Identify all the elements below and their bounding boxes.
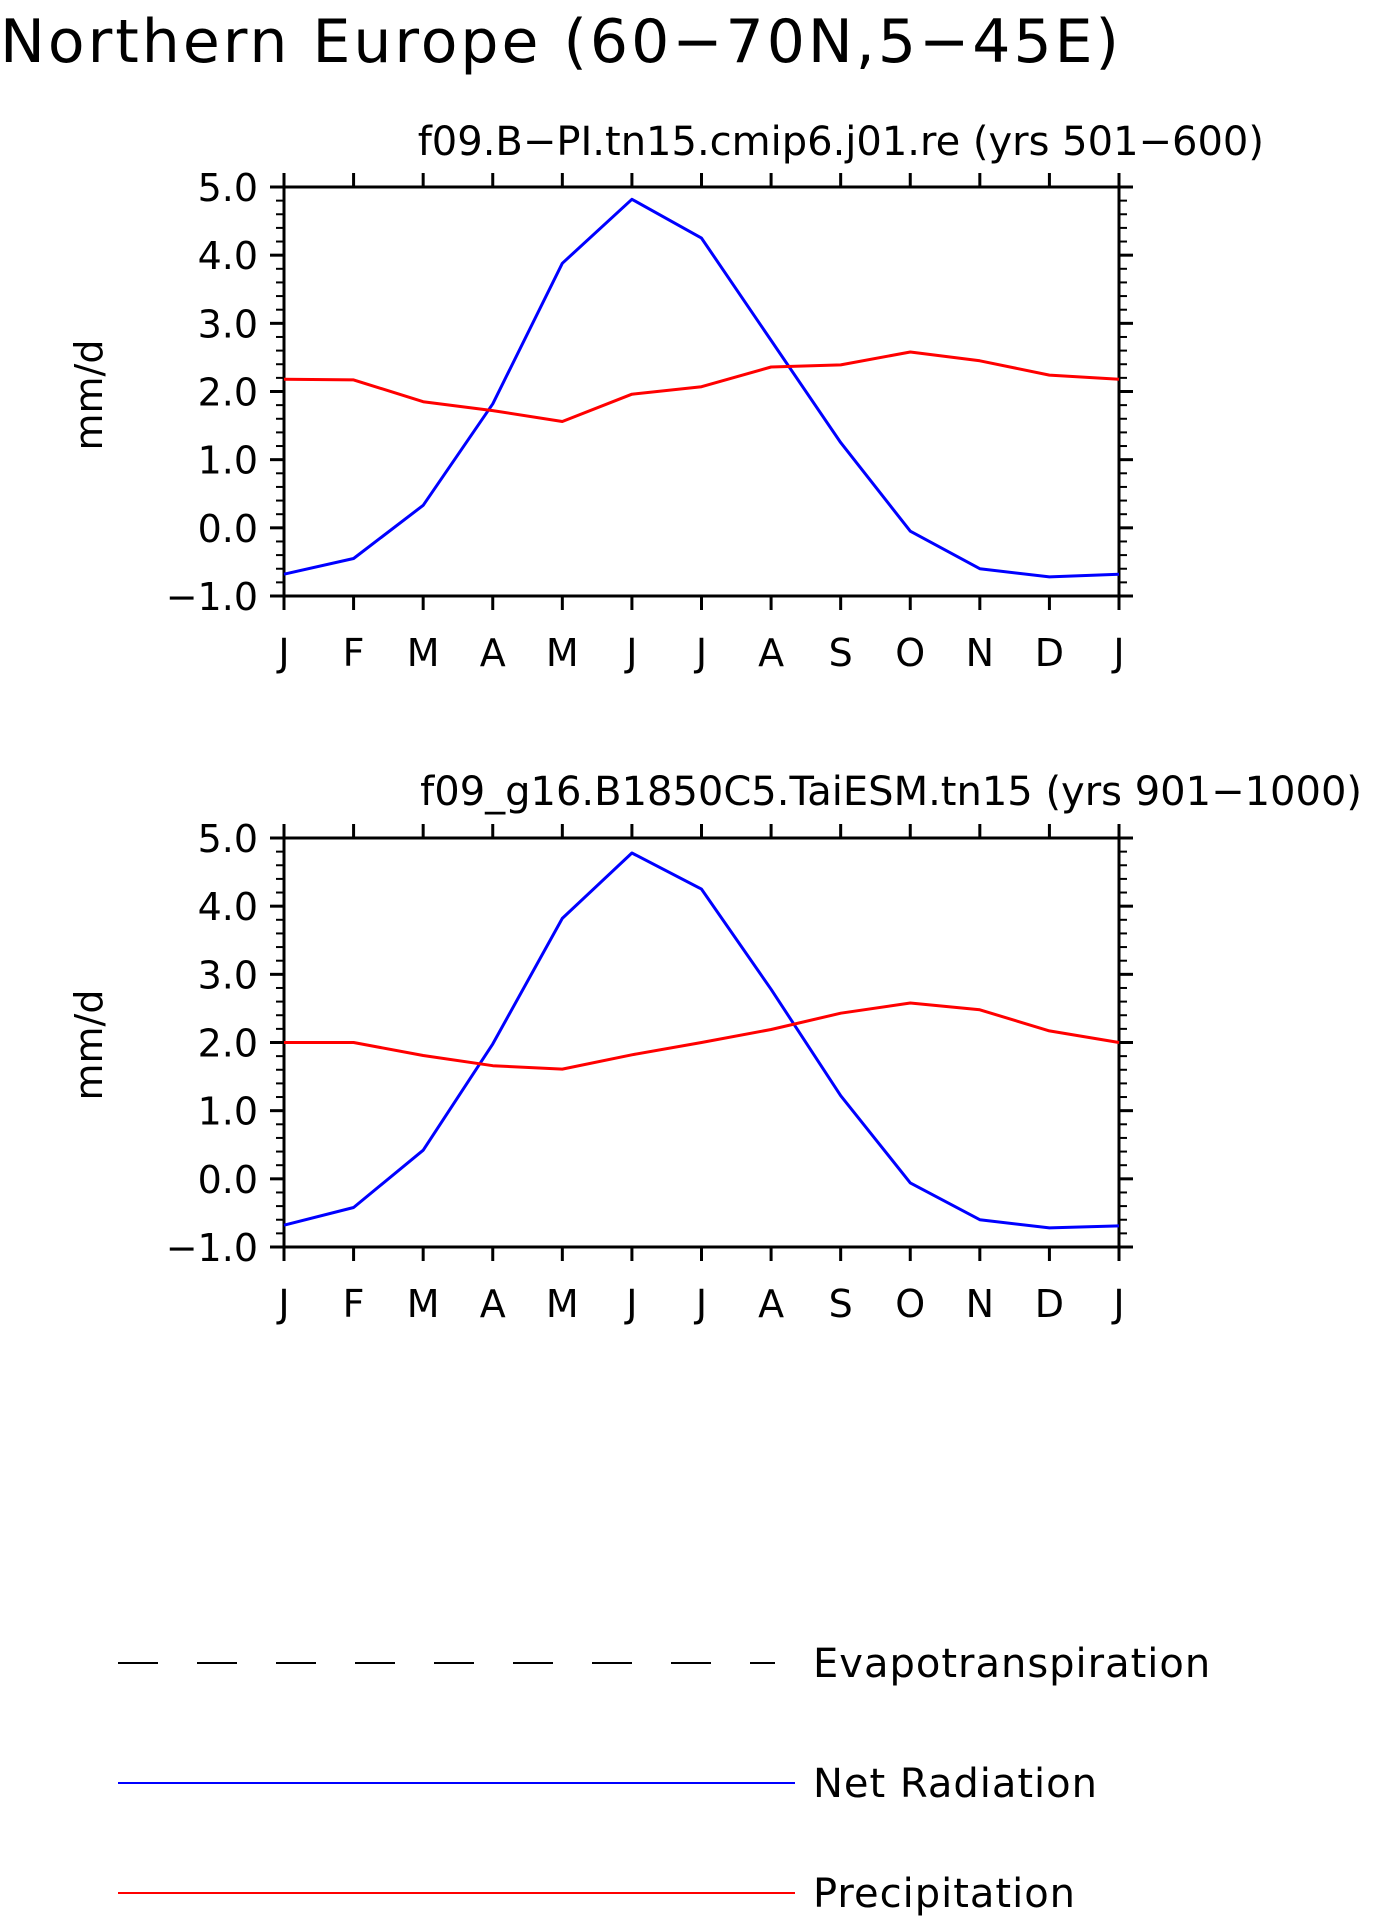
panel-1: f09.B−PI.tn15.cmip6.j01.re (yrs 501−600)…: [67, 119, 1264, 675]
panel-2-x-tick-label: O: [895, 1282, 925, 1326]
panel-1-x-tick-label: F: [343, 631, 365, 675]
panel-2-x-tick-label: A: [480, 1282, 506, 1326]
panel-2-y-tick-label: 0.0: [198, 1158, 258, 1202]
panel-2-x-tick-label: F: [343, 1282, 365, 1326]
legend: Evapotranspiration Net Radiation Precipi…: [118, 1641, 1211, 1917]
main-title: Northern Europe (60−70N,5−45E): [0, 7, 1122, 77]
panel-2-y-axis-label: mm/d: [67, 990, 111, 1101]
panel-1-x-tick-label: A: [480, 631, 506, 675]
legend-precipitation-label: Precipitation: [813, 1871, 1076, 1917]
panel-1-x-tick-label: D: [1035, 631, 1064, 675]
panel-1-y-tick-label: −1.0: [166, 575, 258, 619]
panel-2: f09_g16.B1850C5.TaiESM.tn15 (yrs 901−100…: [67, 769, 1362, 1326]
panel-1-x-tick-label: M: [546, 631, 579, 675]
panel-2-x-tick-label: N: [966, 1282, 994, 1326]
panel-2-x-tick-label: J: [694, 1282, 707, 1326]
panel-2-x-tick-label: M: [546, 1282, 579, 1326]
panel-1-series-net-radiation: [283, 197, 1120, 579]
legend-net-radiation-label: Net Radiation: [813, 1761, 1098, 1807]
panel-1-x-tick-label: N: [966, 631, 994, 675]
panel-2-title: f09_g16.B1850C5.TaiESM.tn15 (yrs 901−100…: [420, 769, 1362, 815]
panel-1-y-tick-label: 4.0: [198, 234, 258, 278]
panel-1-x-tick-label: J: [276, 631, 289, 675]
panel-1-y-tick-label: 3.0: [198, 302, 258, 346]
panel-1-series-precipitation: [283, 350, 1120, 423]
panel-1-y-tick-label: 5.0: [198, 166, 258, 210]
panel-1-x-tick-label: M: [407, 631, 440, 675]
panel-1-title: f09.B−PI.tn15.cmip6.j01.re (yrs 501−600): [418, 119, 1264, 165]
panel-2-y-tick-label: 1.0: [198, 1090, 258, 1134]
panel-2-x-tick-label: A: [758, 1282, 784, 1326]
panel-2-x-tick-label: J: [276, 1282, 289, 1326]
panel-2-y-tick-label: 5.0: [198, 817, 258, 861]
panel-2-x-tick-label: M: [407, 1282, 440, 1326]
panel-2-y-tick-label: −1.0: [166, 1226, 258, 1270]
panel-1-frame: [282, 185, 1121, 598]
panel-2-series-precipitation: [284, 1001, 1120, 1071]
panel-1-y-tick-label: 2.0: [198, 371, 258, 415]
panel-1-y-tick-label: 1.0: [198, 439, 258, 483]
panel-2-x-tick-label: J: [1111, 1282, 1124, 1326]
panel-1-x-tick-label: A: [758, 631, 784, 675]
panel-1-x-tick-label: J: [694, 631, 707, 675]
panel-2-series-net-radiation: [283, 851, 1120, 1230]
panel-2-x-tick-label: J: [624, 1282, 637, 1326]
panel-1-y-tick-label: 0.0: [198, 507, 258, 551]
panel-2-x-tick-label: D: [1035, 1282, 1064, 1326]
panel-1-x-tick-label: S: [829, 631, 853, 675]
panel-2-plot-area: 5.04.03.02.01.00.0−1.0J F M A M J J A S O N D J: [166, 817, 1133, 1326]
legend-evapotranspiration-label: Evapotranspiration: [813, 1641, 1211, 1687]
panel-2-y-tick-label: 4.0: [198, 885, 258, 929]
panel-1-x-tick-label: J: [1111, 631, 1124, 675]
panel-2-y-tick-label: 3.0: [198, 953, 258, 997]
panel-1-plot-area: 5.04.03.02.01.00.0−1.0J F M A M J J A S O N D J: [166, 166, 1133, 675]
panel-2-x-tick-label: S: [829, 1282, 853, 1326]
panel-1-y-axis-label: mm/d: [67, 340, 111, 451]
panel-1-x-tick-label: J: [624, 631, 637, 675]
panel-2-y-tick-label: 2.0: [198, 1022, 258, 1066]
panel-1-x-tick-label: O: [895, 631, 925, 675]
